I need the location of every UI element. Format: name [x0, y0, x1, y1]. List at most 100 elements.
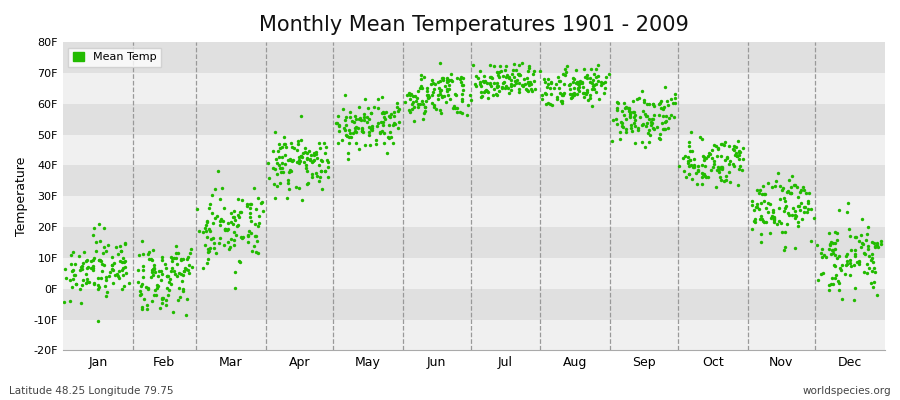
Point — [282, 186, 296, 192]
Point — [826, 250, 841, 256]
Point — [379, 109, 393, 115]
Point — [199, 228, 213, 234]
Point — [441, 86, 455, 92]
Point — [492, 69, 507, 76]
Point — [842, 260, 857, 266]
Point — [338, 92, 352, 99]
Point — [461, 102, 475, 109]
Point — [206, 220, 220, 226]
Point — [640, 120, 654, 127]
Point — [788, 244, 803, 251]
Point — [664, 112, 679, 118]
Point — [559, 69, 573, 75]
Point — [824, 274, 839, 281]
Point — [413, 72, 428, 78]
Point — [148, 269, 162, 275]
Point — [598, 85, 612, 92]
Point — [150, 273, 165, 280]
Point — [169, 254, 184, 261]
Point — [114, 286, 129, 293]
Point — [538, 91, 553, 97]
Point — [540, 81, 554, 87]
Point — [86, 266, 100, 273]
Point — [830, 230, 844, 236]
Point — [303, 152, 318, 158]
Point — [299, 164, 313, 171]
Point — [434, 86, 448, 93]
Point — [573, 78, 588, 84]
Point — [442, 77, 456, 83]
Point — [454, 79, 468, 85]
Bar — [63, 289, 885, 320]
Point — [655, 113, 670, 119]
Point — [409, 97, 423, 104]
Point — [431, 96, 446, 102]
Point — [160, 273, 175, 279]
Point — [76, 249, 91, 255]
Point — [827, 252, 842, 258]
Point — [863, 256, 878, 263]
Point — [596, 80, 610, 86]
Point — [151, 283, 166, 290]
Point — [827, 262, 842, 269]
Point — [306, 152, 320, 158]
Point — [822, 229, 836, 236]
Point — [86, 254, 101, 261]
Point — [833, 267, 848, 273]
Point — [489, 91, 503, 98]
Point — [718, 177, 733, 184]
Point — [115, 266, 130, 273]
Point — [154, 296, 168, 302]
Point — [432, 88, 446, 94]
Point — [228, 216, 242, 223]
Point — [370, 122, 384, 129]
Point — [425, 100, 439, 106]
Point — [861, 253, 876, 259]
Point — [780, 221, 795, 227]
Point — [658, 126, 672, 132]
Point — [689, 170, 704, 176]
Point — [158, 265, 173, 272]
Point — [447, 91, 462, 97]
Point — [622, 106, 636, 113]
Point — [136, 274, 150, 280]
Point — [229, 285, 243, 292]
Point — [791, 219, 806, 225]
Point — [348, 140, 363, 146]
Point — [212, 218, 227, 224]
Point — [278, 152, 293, 158]
Point — [562, 82, 577, 88]
Point — [513, 72, 527, 78]
Point — [312, 140, 327, 146]
Point — [788, 212, 802, 219]
Point — [768, 183, 782, 190]
Point — [444, 71, 458, 77]
Point — [727, 146, 742, 153]
Point — [302, 180, 316, 187]
Point — [867, 264, 881, 271]
Point — [658, 84, 672, 90]
Point — [848, 285, 862, 292]
Point — [435, 75, 449, 81]
Point — [714, 164, 728, 170]
Point — [114, 247, 129, 254]
Point — [412, 85, 427, 91]
Point — [537, 79, 552, 86]
Point — [501, 74, 516, 80]
Point — [570, 90, 584, 97]
Point — [104, 254, 119, 260]
Point — [695, 170, 709, 176]
Point — [729, 144, 743, 150]
Point — [76, 277, 90, 283]
Bar — [63, 42, 885, 73]
Point — [605, 138, 619, 144]
Point — [274, 169, 289, 175]
Point — [329, 120, 344, 126]
Point — [486, 92, 500, 98]
Point — [778, 198, 792, 204]
Point — [704, 166, 718, 173]
Point — [112, 250, 126, 257]
Point — [180, 296, 194, 302]
Point — [628, 139, 643, 146]
Point — [679, 153, 693, 159]
